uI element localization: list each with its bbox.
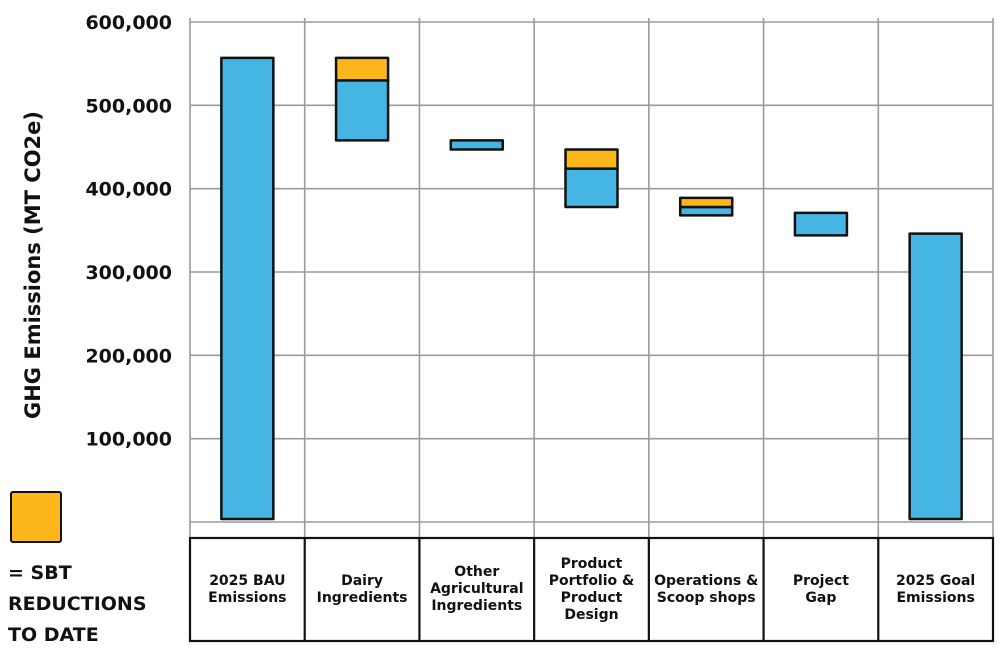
y-tick-label: 200,000 — [85, 345, 172, 367]
category-boxes — [188, 536, 995, 643]
legend-swatch — [10, 491, 62, 543]
bars — [220, 56, 963, 521]
bar-segment — [564, 167, 619, 209]
bar-group — [220, 56, 275, 521]
y-tick-label: 300,000 — [85, 262, 172, 284]
bar-segment-sbt-reduction — [334, 56, 390, 82]
x-tick-label: Operations & Scoop shops — [654, 572, 759, 606]
y-axis-label: GHG Emissions (MT CO2e) — [21, 111, 45, 419]
legend-label: = SBT REDUCTIONS TO DATE — [8, 562, 147, 646]
bar-group — [334, 56, 390, 142]
y-tick-label: 100,000 — [85, 429, 172, 451]
bar-segment-sbt-reduction — [564, 148, 619, 170]
bar-group — [678, 196, 734, 217]
bar-group — [793, 211, 849, 237]
bar-segment-sbt-reduction — [678, 196, 734, 209]
x-tick-label: Other Agricultural Ingredients — [430, 564, 524, 614]
y-tick-label: 400,000 — [85, 179, 172, 201]
x-tick-label: Dairy Ingredients — [316, 572, 408, 606]
bar-segment — [220, 56, 275, 521]
x-tick-label: Product Portfolio & Product Design — [548, 555, 635, 623]
bar-group — [449, 139, 505, 151]
bar-segment — [793, 211, 849, 237]
bar-segment — [449, 139, 505, 151]
x-tick-label: 2025 Goal Emissions — [896, 572, 976, 606]
bar-group — [564, 148, 619, 209]
bar-group — [908, 232, 963, 521]
bar-segment — [908, 232, 963, 521]
y-tick-label: 500,000 — [85, 95, 172, 117]
y-axis-ticks: 100,000 200,000 300,000 400,000 500,000 600,0… — [85, 12, 172, 451]
x-tick-label: Project Gap — [792, 572, 849, 606]
y-tick-label: 600,000 — [85, 12, 172, 34]
category-box-frame — [188, 536, 995, 643]
grid — [189, 18, 994, 538]
x-tick-label: 2025 BAU Emissions — [208, 572, 287, 606]
bar-segment — [334, 79, 390, 142]
